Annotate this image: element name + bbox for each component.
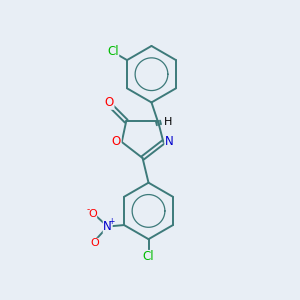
Text: O: O: [105, 96, 114, 109]
Text: Cl: Cl: [143, 250, 154, 263]
Text: O: O: [88, 209, 97, 219]
Text: N: N: [165, 136, 174, 148]
Text: Cl: Cl: [107, 45, 119, 58]
Text: -: -: [86, 205, 89, 214]
Text: +: +: [109, 217, 115, 226]
Text: O: O: [91, 238, 99, 248]
Text: N: N: [103, 220, 112, 233]
Text: O: O: [112, 136, 121, 148]
Text: H: H: [164, 117, 172, 128]
